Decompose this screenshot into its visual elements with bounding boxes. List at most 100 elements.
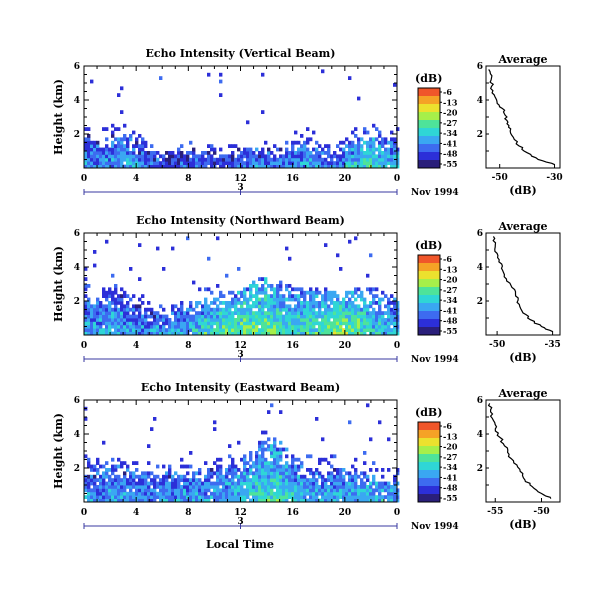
average-y-tick-label: 4 (477, 430, 483, 440)
colorbar: -6-13-20-27-34-41-48-55 (417, 421, 458, 503)
average-profile-line (488, 69, 555, 166)
colorbar-tick-label: -6 (443, 421, 452, 431)
y-tick-label: 4 (74, 96, 80, 106)
panel-title: Echo Intensity (Northward Beam) (136, 214, 345, 227)
date-label: Nov 1994 (411, 522, 459, 532)
average-frame (485, 232, 561, 336)
y-tick-label: 6 (74, 229, 80, 239)
colorbar-unit: (dB) (415, 72, 442, 85)
x-tick-label: 4 (133, 341, 139, 351)
date-label: Nov 1994 (411, 355, 459, 365)
panel-title: Echo Intensity (Vertical Beam) (145, 47, 335, 60)
echo-heatmap (84, 69, 400, 169)
average-profile-line (492, 236, 553, 333)
y-tick-label: 2 (74, 130, 80, 140)
x-tick-label: 0 (394, 508, 400, 518)
average-title: Average (497, 387, 547, 400)
y-axis-label: Height (km) (52, 413, 65, 489)
average-x-label: (dB) (509, 518, 536, 531)
x-tick-label: 0 (81, 341, 87, 351)
x-tick-label: 4 (133, 508, 139, 518)
average-y-tick-label: 6 (477, 229, 483, 239)
average-y-tick-label: 6 (477, 396, 483, 406)
colorbar-tick-label: -13 (443, 431, 458, 441)
x-tick-label: 4 (133, 174, 139, 184)
local-time-label: Local Time (206, 538, 274, 551)
y-tick-label: 4 (74, 430, 80, 440)
y-tick-label: 2 (74, 464, 80, 474)
y-axis-label: Height (km) (52, 79, 65, 155)
average-x-tick-label: -50 (533, 507, 549, 517)
average-y-tick-label: 2 (477, 464, 483, 474)
colorbar-tick-label: -55 (443, 326, 457, 336)
colorbar-tick-label: -13 (443, 264, 458, 274)
y-tick-label: 2 (74, 297, 80, 307)
average-x-tick-label: -30 (546, 173, 562, 183)
date-tick-label: 3 (237, 183, 243, 193)
average-x-label: (dB) (509, 351, 536, 364)
average-panel: Average 2 4 6 -50 -30 (dB) (477, 53, 563, 197)
colorbar-tick-label: -27 (443, 118, 457, 128)
colorbar-tick-label: -41 (443, 138, 457, 148)
colorbar-tick-label: -27 (443, 285, 457, 295)
date-tick-label: 3 (237, 350, 243, 360)
x-tick-label: 8 (185, 341, 191, 351)
x-tick-label: 20 (339, 508, 352, 518)
average-y-tick-label: 4 (477, 96, 483, 106)
colorbar-tick-label: -6 (443, 87, 452, 97)
average-y-tick-label: 6 (477, 62, 483, 72)
colorbar-tick-label: -6 (443, 254, 452, 264)
colorbar-tick-label: -20 (443, 108, 458, 118)
date-label: Nov 1994 (411, 188, 459, 198)
x-tick-label: 0 (81, 174, 87, 184)
average-x-label: (dB) (509, 184, 536, 197)
x-tick-label: 8 (185, 508, 191, 518)
echo-heatmap (84, 236, 400, 336)
average-x-tick-label: -35 (544, 340, 560, 350)
y-tick-label: 6 (74, 62, 80, 72)
colorbar-tick-label: -55 (443, 493, 457, 503)
average-title: Average (497, 53, 547, 66)
y-axis-label: Height (km) (52, 246, 65, 322)
average-y-tick-label: 2 (477, 297, 483, 307)
colorbar-tick-label: -34 (443, 295, 458, 305)
x-tick-label: 0 (81, 508, 87, 518)
colorbar-tick-label: -34 (443, 462, 458, 472)
average-frame (485, 65, 561, 169)
panel-title: Echo Intensity (Eastward Beam) (141, 381, 340, 394)
colorbar-tick-label: -48 (443, 316, 458, 326)
colorbar-tick-label: -20 (443, 442, 458, 452)
x-tick-label: 16 (286, 341, 299, 351)
x-tick-label: 20 (339, 341, 352, 351)
x-tick-label: 12 (234, 341, 247, 351)
colorbar-tick-label: -27 (443, 452, 457, 462)
x-tick-label: 12 (234, 508, 247, 518)
colorbar-unit: (dB) (415, 406, 442, 419)
colorbar-tick-label: -41 (443, 305, 457, 315)
average-panel: Average 2 4 6 -50 -35 (dB) (477, 220, 561, 364)
panel-1: Echo Intensity (Northward Beam)0 4 8 12 16 20… (52, 214, 561, 365)
colorbar-unit: (dB) (415, 239, 442, 252)
x-tick-label: 0 (394, 174, 400, 184)
x-tick-label: 8 (185, 174, 191, 184)
echo-heatmap (84, 403, 400, 503)
average-x-tick-label: -50 (489, 340, 505, 350)
colorbar-tick-label: -55 (443, 159, 457, 169)
colorbar-tick-label: -41 (443, 472, 457, 482)
average-x-tick-label: -55 (487, 507, 503, 517)
colorbar-tick-label: -13 (443, 97, 458, 107)
x-tick-label: 12 (234, 174, 247, 184)
average-panel: Average 2 4 6 -55 -50(dB) (477, 387, 561, 531)
x-tick-label: 16 (286, 508, 299, 518)
average-frame (485, 399, 561, 503)
colorbar-tick-label: -48 (443, 149, 458, 159)
y-tick-label: 6 (74, 396, 80, 406)
x-tick-label: 0 (394, 341, 400, 351)
average-profile-line (487, 403, 552, 499)
panel-0: Echo Intensity (Vertical Beam) 0 4 8 12 16 20 0… (52, 47, 563, 198)
colorbar-tick-label: -20 (443, 275, 458, 285)
colorbar-tick-label: -48 (443, 483, 458, 493)
colorbar-tick-label: -34 (443, 128, 458, 138)
x-tick-label: 16 (286, 174, 299, 184)
